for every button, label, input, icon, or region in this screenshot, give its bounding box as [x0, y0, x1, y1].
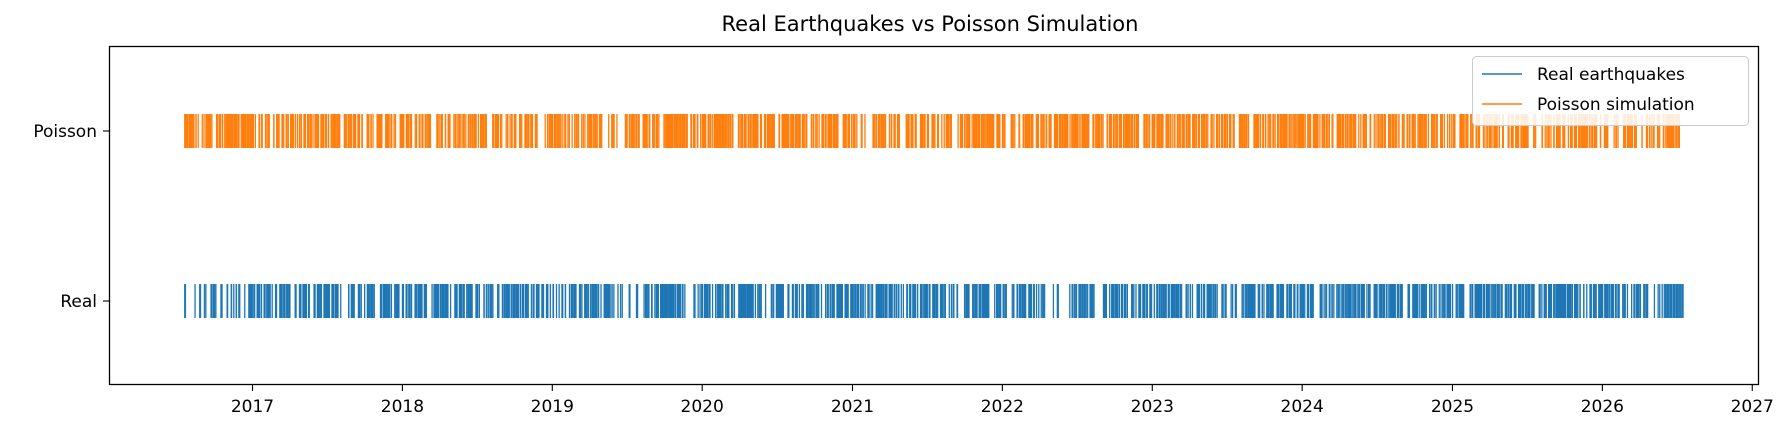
- x-tick-label: 2022: [981, 397, 1024, 417]
- legend-box: [1472, 56, 1749, 126]
- event-lines-layer: [184, 114, 1684, 318]
- x-tick-label: 2021: [831, 397, 874, 417]
- x-tick-label: 2023: [1131, 397, 1174, 417]
- y-axis: Real Poisson: [33, 122, 110, 312]
- plot-area-frame: [108, 45, 1760, 386]
- x-tick-label: 2025: [1431, 397, 1474, 417]
- series-poisson: [184, 114, 1680, 148]
- legend-label: Poisson simulation: [1537, 95, 1695, 115]
- legend: Real earthquakes Poisson simulation: [1472, 56, 1749, 126]
- y-tick-label: Poisson: [33, 122, 97, 142]
- x-tick-label: 2018: [381, 397, 424, 417]
- chart-title: Real Earthquakes vs Poisson Simulation: [722, 12, 1139, 36]
- x-axis: 2017 2018 2019 2020 2021 2022 2023 2024 2025 2026…: [231, 384, 1774, 417]
- x-tick-label: 2020: [681, 397, 724, 417]
- series-real: [184, 284, 1684, 318]
- y-tick-label: Real: [60, 292, 97, 312]
- x-tick-label: 2027: [1731, 397, 1774, 417]
- x-tick-label: 2024: [1281, 397, 1324, 417]
- x-tick-label: 2019: [531, 397, 574, 417]
- x-tick-label: 2017: [231, 397, 274, 417]
- legend-label: Real earthquakes: [1537, 65, 1685, 85]
- x-tick-label: 2026: [1581, 397, 1624, 417]
